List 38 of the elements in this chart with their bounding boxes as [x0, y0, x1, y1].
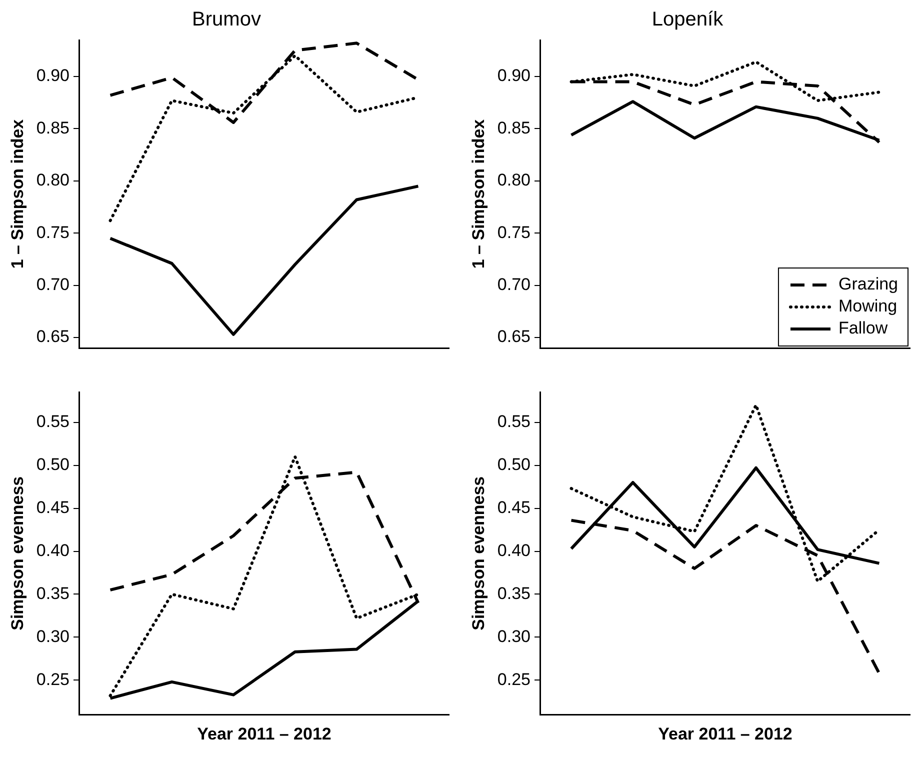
y-tick-label: 0.90: [497, 66, 530, 86]
y-tick-label: 0.75: [36, 222, 70, 242]
chart-title: Lopeník: [652, 8, 724, 31]
y-tick-label: 0.65: [497, 327, 530, 346]
y-tick-label: 0.40: [36, 540, 70, 560]
y-tick-label: 0.25: [497, 670, 530, 689]
y-tick-label: 0.30: [36, 626, 70, 646]
y-tick-label: 0.50: [497, 454, 530, 474]
y-tick-label: 0.85: [497, 118, 530, 138]
y-axis-title: Simpson evenness: [468, 476, 488, 630]
y-tick-label: 0.65: [36, 327, 70, 346]
y-tick-label: 0.35: [36, 584, 70, 603]
x-axis-title: Year 2011 – 2012: [197, 724, 332, 744]
y-tick-label: 0.55: [497, 412, 530, 431]
y-tick-label: 0.70: [497, 275, 530, 294]
legend-label: Fallow: [838, 318, 888, 338]
y-tick-label: 0.80: [497, 170, 530, 190]
line-series: [108, 455, 420, 698]
y-tick-label: 0.45: [497, 498, 530, 517]
y-tick-label: 0.45: [36, 498, 70, 517]
x-axis-title: Year 2011 – 2012: [658, 724, 792, 744]
y-tick-label: 0.80: [36, 170, 70, 190]
y-axis-title: 1 – Simpson index: [468, 118, 488, 269]
legend-label: Grazing: [838, 274, 898, 294]
y-tick-label: 0.35: [497, 584, 530, 603]
y-axis-title: Simpson evenness: [8, 476, 27, 630]
y-tick-label: 0.55: [36, 412, 70, 431]
y-tick-label: 0.30: [497, 626, 530, 646]
y-axis-title: 1 – Simpson index: [8, 118, 27, 269]
y-tick-label: 0.25: [36, 670, 70, 689]
y-tick-label: 0.70: [36, 275, 70, 294]
y-tick-label: 0.75: [497, 222, 530, 242]
y-tick-label: 0.40: [497, 540, 530, 560]
y-tick-label: 0.90: [36, 66, 70, 86]
y-tick-label: 0.50: [36, 454, 70, 474]
legend-label: Mowing: [838, 296, 898, 316]
y-tick-label: 0.85: [36, 118, 70, 138]
chart-title: Brumov: [192, 8, 261, 31]
